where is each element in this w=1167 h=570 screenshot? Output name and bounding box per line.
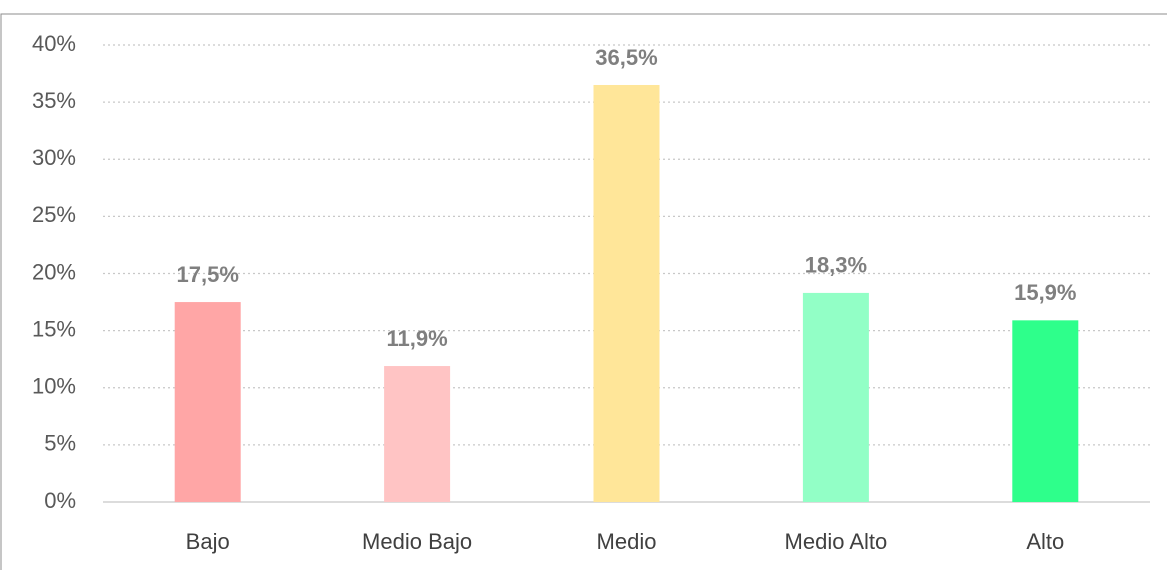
bar: [384, 366, 451, 502]
data-label: 18,3%: [805, 253, 867, 278]
y-tick-label: 20%: [32, 259, 76, 284]
y-tick-label: 25%: [32, 202, 76, 227]
x-tick-label: Medio Bajo: [362, 529, 472, 554]
data-label: 17,5%: [177, 262, 239, 287]
data-label: 36,5%: [595, 45, 657, 70]
y-tick-label: 35%: [32, 88, 76, 113]
y-tick-label: 0%: [44, 488, 76, 513]
x-tick-label: Bajo: [186, 529, 230, 554]
bar: [593, 84, 660, 503]
y-tick-label: 5%: [44, 431, 76, 456]
y-tick-label: 40%: [32, 31, 76, 56]
bar: [174, 302, 241, 502]
data-label: 15,9%: [1014, 280, 1076, 305]
data-label: 11,9%: [387, 326, 448, 351]
y-tick-label: 15%: [32, 316, 76, 341]
y-tick-label: 10%: [32, 374, 76, 399]
x-tick-label: Alto: [1026, 529, 1064, 554]
y-tick-label: 30%: [32, 145, 76, 170]
bar: [1012, 320, 1079, 502]
x-tick-label: Medio Alto: [785, 529, 888, 554]
x-tick-label: Medio: [597, 529, 657, 554]
bar: [802, 292, 869, 502]
